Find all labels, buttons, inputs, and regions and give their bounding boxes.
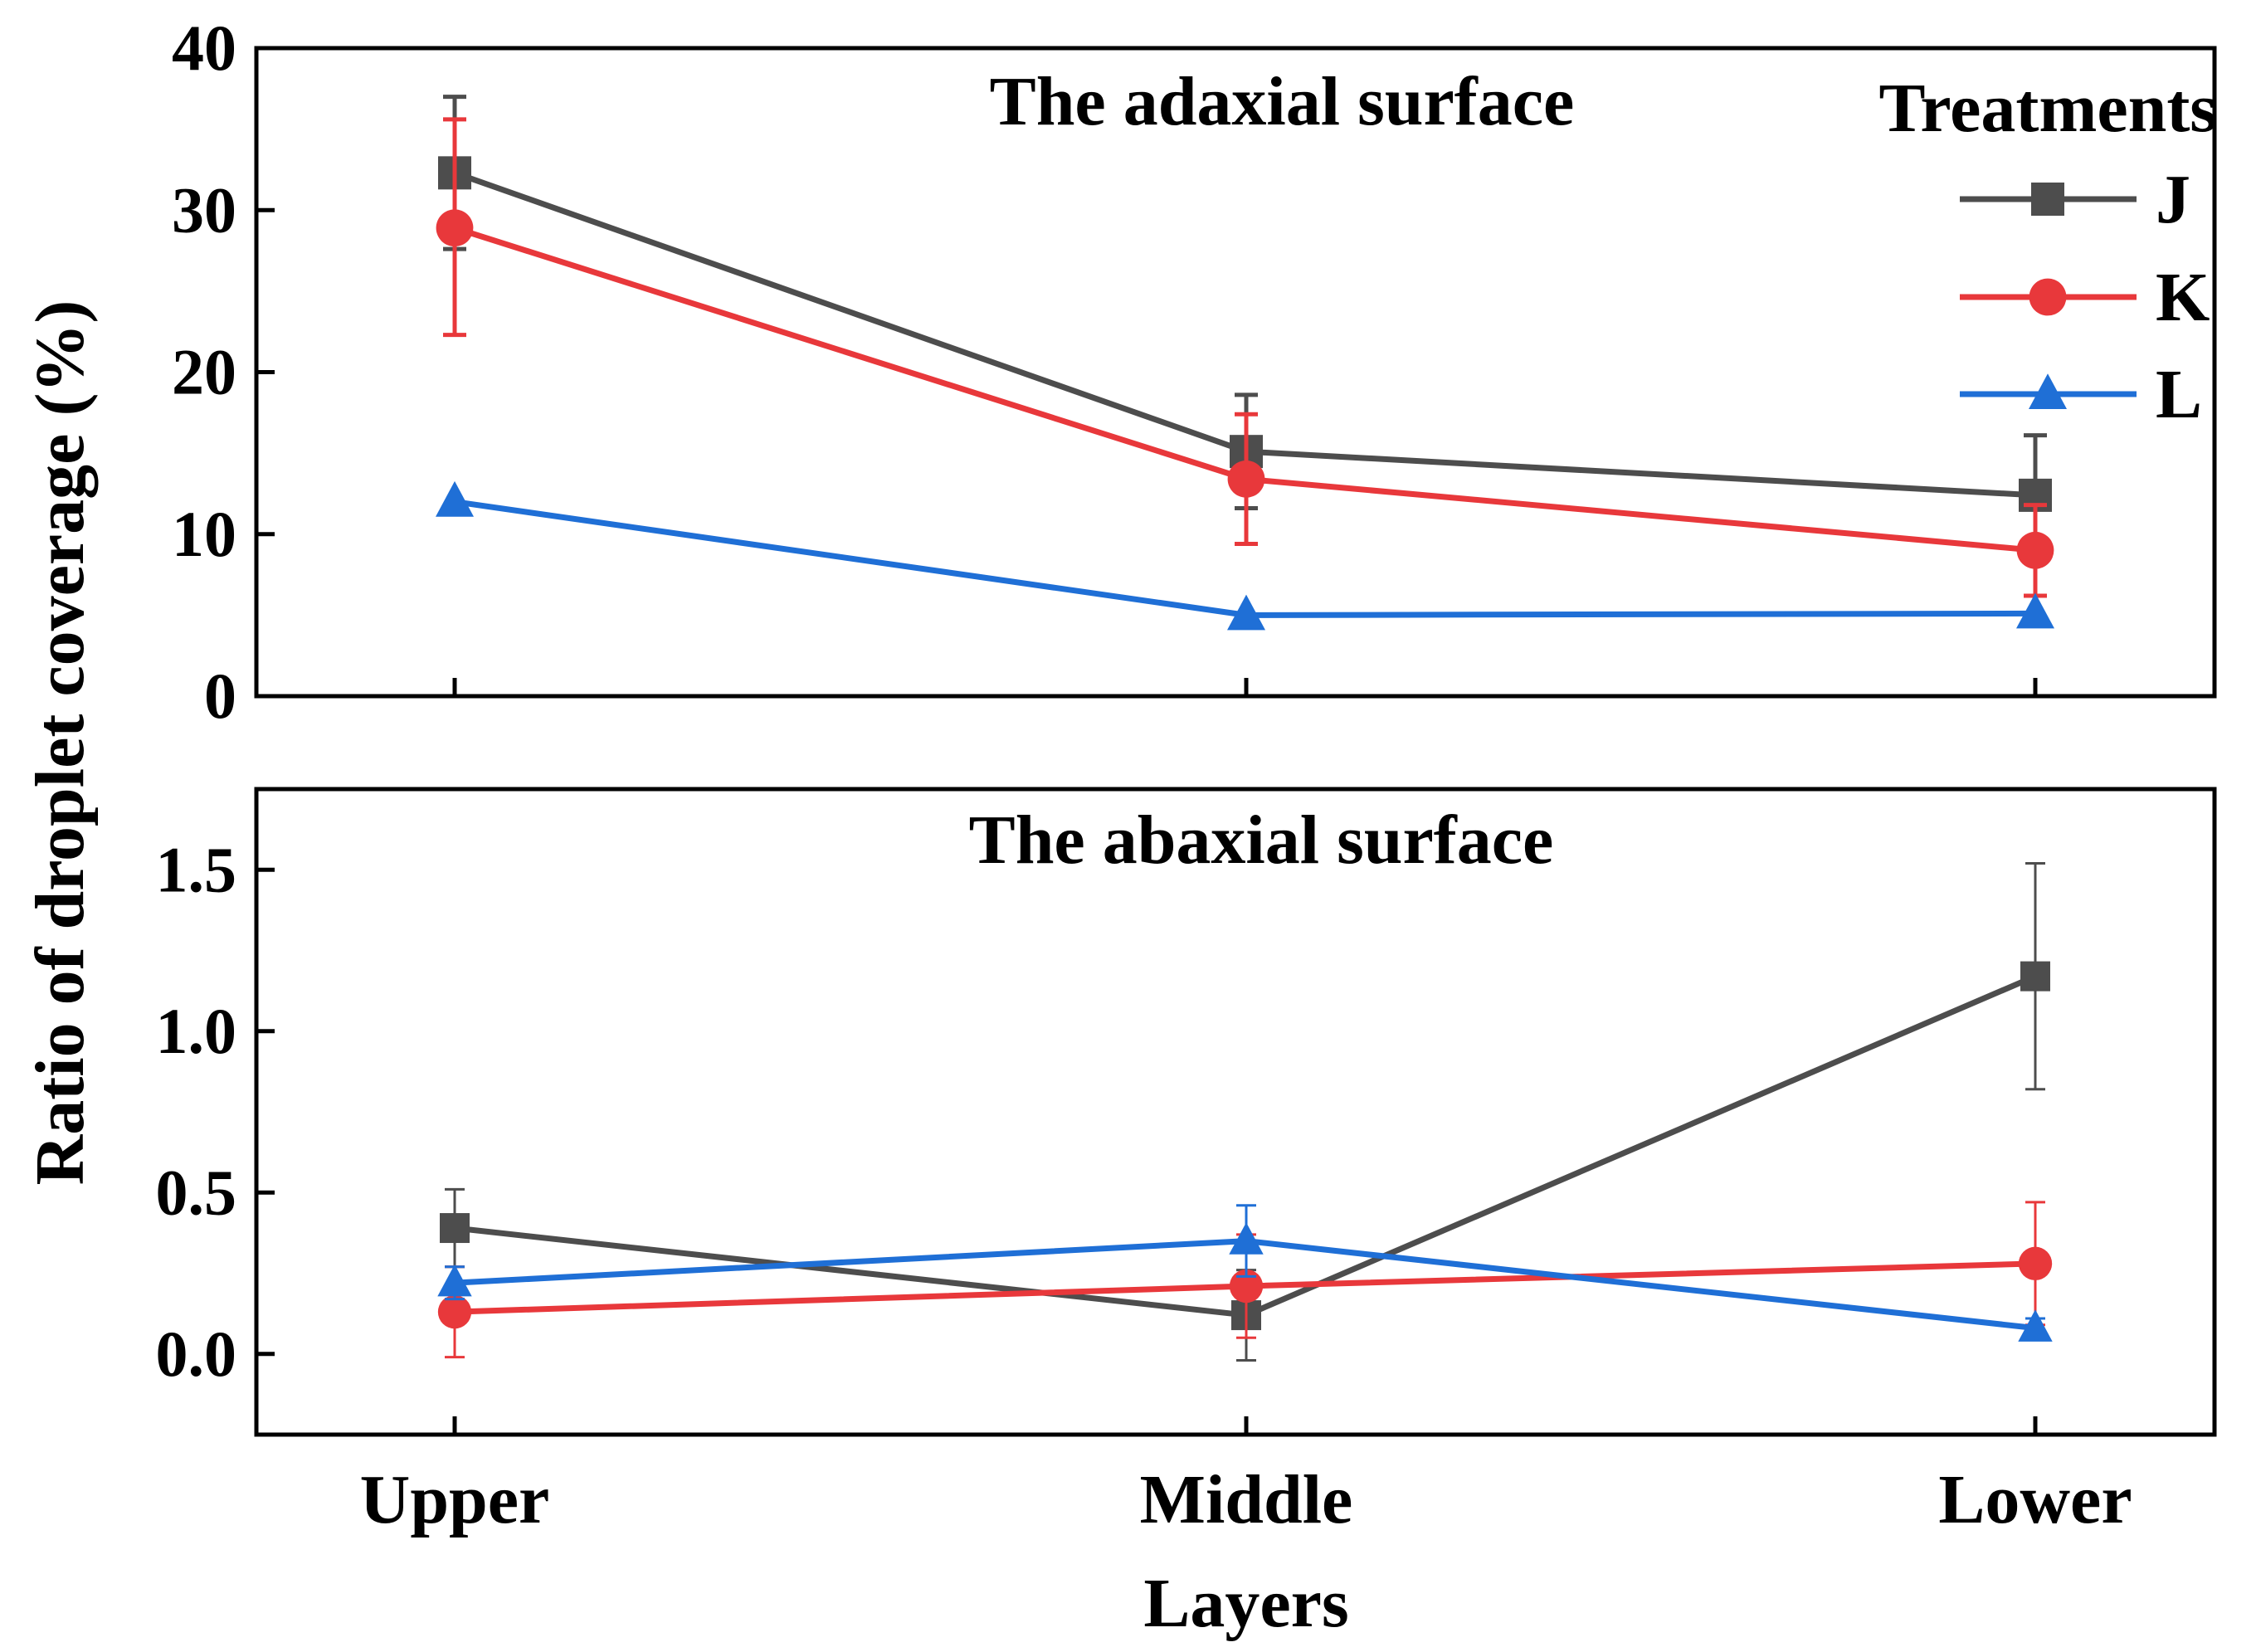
y-tick-label-abaxial-1: 0.5 xyxy=(156,1156,237,1228)
data-point-adaxial-L-1 xyxy=(1227,594,1265,631)
data-point-abaxial-L-0 xyxy=(437,1264,472,1297)
legend-label-J: J xyxy=(2156,161,2190,238)
x-tick-label-1: Middle xyxy=(1140,1461,1353,1538)
panel-adaxial-series xyxy=(436,95,2054,631)
legend-items: JKL xyxy=(1960,161,2210,433)
y-tick-label-abaxial-3: 1.5 xyxy=(156,833,237,905)
data-point-adaxial-L-0 xyxy=(436,480,474,517)
legend: Treatments JKL xyxy=(1879,70,2217,433)
legend-marker-J xyxy=(2031,183,2064,216)
panel-adaxial-title: The adaxial surface xyxy=(990,63,1575,140)
y-axis-title: Ratio of droplet coverage (%) xyxy=(22,300,99,1186)
panel-abaxial-frame xyxy=(254,787,2217,1437)
y-tick-label-abaxial-0: 0.0 xyxy=(156,1318,237,1390)
x-tick-labels: Upper Middle Lower xyxy=(360,1461,2132,1538)
y-tick-label-abaxial-2: 1.0 xyxy=(156,995,237,1067)
data-point-adaxial-K-0 xyxy=(436,209,474,247)
legend-label-L: L xyxy=(2156,356,2202,433)
data-point-abaxial-K-1 xyxy=(1229,1269,1264,1304)
data-point-abaxial-L-2 xyxy=(2018,1309,2053,1342)
panel-adaxial: 0 10 20 30 40 The adaxial surface xyxy=(172,12,2217,732)
data-point-abaxial-J-2 xyxy=(2020,961,2050,992)
x-axis-title: Layers xyxy=(1143,1565,1348,1642)
panel-abaxial-title: The abaxial surface xyxy=(969,802,1554,879)
x-tick-label-2: Lower xyxy=(1938,1461,2132,1538)
panel-abaxial-series xyxy=(437,861,2053,1362)
y-tick-label-adaxial-0: 0 xyxy=(204,660,236,732)
panel-abaxial: 0.0 0.5 1.0 1.5 The abaxial surface xyxy=(156,787,2217,1437)
legend-label-K: K xyxy=(2156,259,2210,336)
y-tick-label-adaxial-2: 20 xyxy=(172,336,236,408)
data-point-abaxial-K-2 xyxy=(2018,1246,2053,1280)
data-point-adaxial-K-2 xyxy=(2016,531,2054,569)
panel-abaxial-ticks: 0.0 0.5 1.0 1.5 xyxy=(156,833,2038,1435)
data-point-abaxial-J-0 xyxy=(440,1213,470,1244)
panel-adaxial-ticks: 0 10 20 30 40 xyxy=(172,12,2038,732)
y-tick-label-adaxial-3: 30 xyxy=(172,173,236,246)
data-point-adaxial-K-1 xyxy=(1227,460,1265,498)
y-tick-label-adaxial-1: 10 xyxy=(172,498,236,570)
data-point-abaxial-L-1 xyxy=(1229,1222,1264,1255)
legend-marker-L xyxy=(2029,373,2067,409)
y-tick-label-adaxial-4: 40 xyxy=(172,12,236,84)
legend-marker-K xyxy=(2029,278,2067,316)
data-point-abaxial-K-0 xyxy=(437,1295,472,1329)
x-tick-label-0: Upper xyxy=(360,1461,550,1538)
legend-title: Treatments xyxy=(1879,70,2217,147)
data-point-adaxial-L-2 xyxy=(2016,592,2054,629)
